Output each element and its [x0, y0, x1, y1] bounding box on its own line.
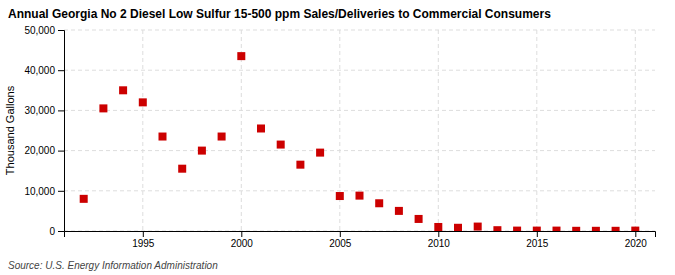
point	[237, 52, 245, 60]
point	[139, 98, 147, 106]
tick: 2020	[625, 231, 648, 249]
axis-line	[58, 31, 65, 232]
tick-label: 2010	[428, 238, 451, 249]
grid-line	[64, 110, 655, 111]
grid	[64, 30, 655, 231]
point	[375, 199, 383, 207]
tick: 50,000	[24, 25, 64, 36]
title: Annual Georgia No 2 Diesel Low Sulfur 15…	[8, 7, 551, 21]
grid-line	[241, 30, 242, 231]
grid-line	[635, 30, 636, 231]
grid-line	[142, 30, 143, 231]
tick-mark	[58, 30, 64, 31]
tick-mark	[635, 231, 636, 237]
tick: 40,000	[24, 65, 64, 76]
point	[474, 223, 482, 231]
tick-mark	[58, 110, 64, 111]
tick-mark	[58, 70, 64, 71]
tick-mark	[58, 191, 64, 192]
grid-line	[438, 30, 439, 231]
tick-mark	[58, 151, 64, 152]
tick-label: 30,000	[24, 105, 55, 116]
tick-label: 2015	[526, 238, 549, 249]
point	[356, 192, 364, 200]
tick: 20,000	[24, 145, 64, 156]
grid-line	[64, 70, 655, 71]
grid-line	[64, 30, 655, 31]
grid-line	[64, 150, 655, 151]
point	[296, 161, 304, 169]
tick: 2010	[428, 231, 451, 249]
tick-mark	[58, 231, 64, 232]
point	[178, 165, 186, 173]
annotation: Source: U.S. Energy Information Administ…	[8, 260, 218, 271]
tick-label: 20,000	[24, 145, 55, 156]
point	[316, 149, 324, 157]
point	[80, 195, 88, 203]
point	[612, 227, 620, 231]
point	[513, 227, 521, 231]
tick-mark	[241, 231, 242, 237]
tick-label: 1995	[132, 238, 155, 249]
point	[454, 224, 462, 231]
point	[434, 223, 442, 231]
grid-line	[64, 190, 655, 191]
tick-label: 40,000	[24, 65, 55, 76]
point	[257, 124, 265, 132]
axis-line	[65, 232, 656, 238]
tick: 2000	[231, 231, 254, 249]
tick-mark	[438, 231, 439, 237]
tick: 10,000	[24, 186, 64, 197]
grid-line	[536, 30, 537, 231]
points	[80, 52, 640, 231]
tick: 1995	[132, 231, 155, 249]
point	[218, 133, 226, 141]
point	[159, 133, 167, 141]
point	[572, 227, 580, 231]
chart: 1995 2000 2005 2010 2015 2020 0 10,000 20,000 30,…	[0, 0, 675, 275]
tick-mark	[340, 231, 341, 237]
tick-mark	[537, 231, 538, 237]
point	[336, 192, 344, 200]
tick-label: 50,000	[24, 25, 55, 36]
tick-label: 2005	[329, 238, 352, 249]
point	[395, 207, 403, 215]
point	[631, 227, 639, 231]
point	[415, 215, 423, 223]
point	[553, 227, 561, 231]
point	[493, 226, 501, 231]
plot-area: 1995 2000 2005 2010 2015 2020 0 10,000 20,000 30,…	[24, 25, 655, 249]
point	[277, 141, 285, 149]
y-axis: 0 10,000 20,000 30,000 40,000 50,000	[24, 25, 64, 237]
tick: 2005	[329, 231, 352, 249]
tick: 2015	[526, 231, 549, 249]
grid-line	[339, 30, 340, 231]
y-axis-title: Thousand Gallons	[4, 85, 16, 175]
point	[533, 227, 541, 231]
x-axis: 1995 2000 2005 2010 2015 2020	[65, 231, 656, 249]
point	[119, 86, 127, 94]
tick: 0	[49, 226, 64, 237]
point	[99, 104, 107, 112]
tick-label: 10,000	[24, 186, 55, 197]
tick-label: 0	[49, 226, 55, 237]
point	[592, 227, 600, 231]
tick-mark	[143, 231, 144, 237]
tick-label: 2020	[625, 238, 648, 249]
tick: 30,000	[24, 105, 64, 116]
point	[198, 147, 206, 155]
tick-label: 2000	[231, 238, 254, 249]
